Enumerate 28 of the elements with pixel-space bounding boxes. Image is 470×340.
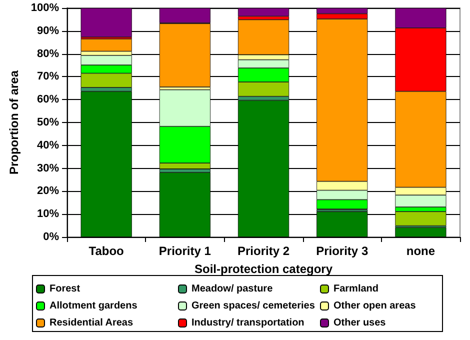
x-axis-title: Soil-protection category: [194, 262, 333, 276]
legend-label: Forest: [50, 284, 81, 294]
legend-label: Industry/ transportation: [192, 318, 304, 328]
y-tick-label: 70%: [37, 70, 60, 83]
legend-label: Meadow/ pasture: [192, 284, 274, 294]
x-tick-label: none: [406, 244, 436, 258]
legend-label: Other uses: [334, 318, 386, 328]
bar: [80, 38, 132, 52]
y-tick-label: 80%: [37, 48, 60, 60]
y-tick-label: 0%: [43, 231, 60, 243]
x-tick-label: Priority 1: [158, 244, 212, 258]
y-tick-label: 20%: [37, 185, 60, 198]
legend-label: Allotment gardens: [50, 300, 138, 312]
y-tick-label: 30%: [37, 162, 60, 174]
y-tick-label: 100%: [30, 2, 60, 14]
x-tick-label: Priority 3: [316, 244, 368, 258]
x-tick-label: Priority 2: [238, 244, 290, 258]
y-axis-title: Proportion of area: [7, 70, 21, 175]
legend-label: Residential Areas: [50, 318, 134, 328]
legend-label: Other open areas: [334, 300, 416, 312]
x-tick-label: Taboo: [88, 244, 124, 258]
legend-label: Green spaces/ cemeteries: [192, 300, 316, 312]
legend-label: Farmland: [334, 284, 379, 294]
y-tick-label: 50%: [37, 116, 60, 128]
y-tick-label: 10%: [37, 208, 60, 220]
y-tick-label: 90%: [37, 24, 60, 37]
y-tick-label: 60%: [37, 94, 60, 106]
y-tick-label: 40%: [37, 139, 60, 152]
